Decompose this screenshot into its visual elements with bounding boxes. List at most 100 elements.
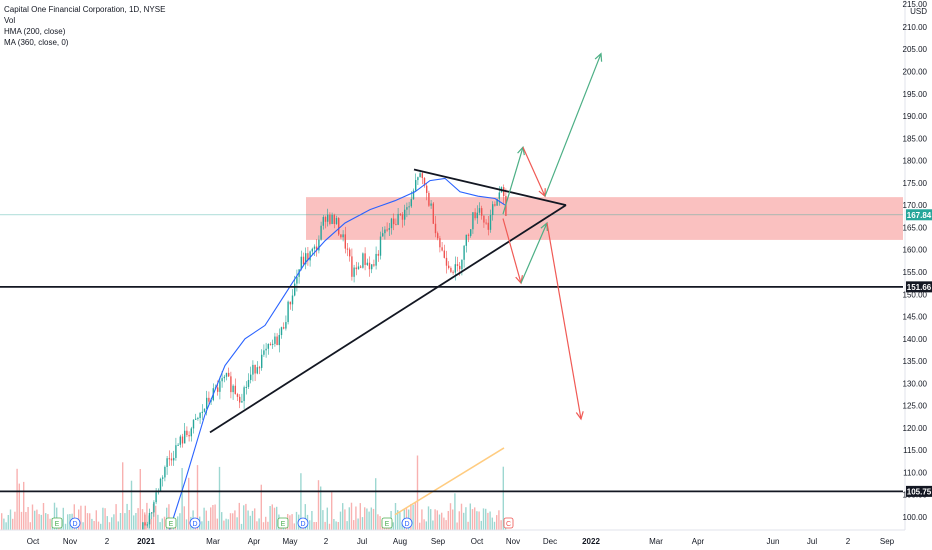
volume-bar	[498, 510, 500, 530]
volume-bar	[491, 517, 493, 530]
event-marker-label: D	[192, 521, 197, 528]
candle-body	[410, 199, 412, 207]
volume-bar	[34, 510, 36, 530]
candle-body	[311, 248, 313, 252]
dividend-marker-badge	[189, 517, 201, 529]
volume-bar	[229, 513, 232, 530]
candle-body	[217, 387, 219, 392]
candle-body	[487, 222, 489, 230]
dividend-marker-badge	[69, 517, 81, 529]
volume-bar	[416, 455, 419, 530]
time-tick-label: 2022	[582, 537, 600, 546]
volume-bar	[196, 465, 199, 530]
volume-bar	[245, 503, 247, 530]
volume-bar	[152, 504, 155, 530]
candle-body	[144, 522, 146, 526]
candle-body	[432, 203, 434, 224]
time-tick-label: Nov	[506, 537, 520, 546]
volume-bar	[324, 521, 326, 530]
volume-bar	[240, 523, 243, 530]
candle-body	[461, 259, 463, 270]
candle-body	[474, 212, 476, 219]
volume-bar	[414, 502, 416, 530]
candle-body	[148, 512, 151, 525]
volume-bar	[260, 484, 262, 530]
volume-bar	[20, 511, 23, 530]
volume-bar	[476, 511, 478, 530]
candle-body	[452, 271, 454, 273]
lower-price-tag-text: 105.75	[907, 487, 932, 496]
candle-body	[274, 336, 276, 344]
candle-body	[503, 187, 505, 197]
hma-line	[167, 177, 506, 535]
candle-body	[353, 267, 355, 277]
volume-bar	[331, 492, 333, 530]
dividend-marker-badge	[297, 517, 309, 529]
candle-body	[399, 213, 401, 215]
volume-bar	[359, 503, 361, 530]
volume-bar	[467, 521, 469, 530]
candle-body	[203, 408, 206, 412]
arrow-down-3-head	[575, 411, 584, 421]
candle-body	[247, 379, 250, 387]
volume-bar	[256, 521, 258, 530]
candle-body	[151, 512, 153, 514]
candle-body	[496, 198, 498, 206]
candle-body	[492, 204, 494, 216]
volume-bar	[155, 505, 157, 530]
candle-body	[199, 412, 201, 418]
arrow-up-2	[544, 53, 602, 197]
candle-body	[252, 364, 254, 375]
candle-body	[439, 238, 441, 248]
time-tick-label: 2	[105, 537, 110, 546]
candle-body	[404, 209, 406, 220]
volume-bar	[337, 522, 339, 530]
hma-indicator-label[interactable]: HMA (200, close)	[4, 27, 66, 36]
candle-body	[223, 376, 225, 379]
volume-bar	[366, 508, 368, 530]
arrow-up-1	[502, 147, 524, 215]
volume-bar	[40, 514, 42, 530]
ma-indicator-label[interactable]: MA (360, close, 0)	[4, 38, 69, 47]
price-tick-label: 185.00	[903, 134, 928, 143]
support-price-tag-text: 151.66	[907, 283, 932, 292]
candle-body	[173, 457, 175, 461]
arrow-down-2	[502, 218, 522, 284]
volume-bar	[267, 521, 269, 530]
price-tick-label: 140.00	[903, 335, 928, 344]
volume-bar	[221, 512, 223, 530]
volume-bar	[421, 509, 423, 530]
candle-body	[186, 430, 188, 436]
symbol-title[interactable]: Capital One Financial Corporation, 1D, N…	[4, 5, 166, 14]
candle-body	[351, 256, 353, 277]
volume-bar	[53, 502, 56, 530]
ascending-trendline	[209, 204, 567, 434]
candle-body	[313, 246, 316, 249]
volume-bar	[117, 521, 119, 530]
price-tick-label: 115.00	[903, 446, 927, 455]
event-marker-label: D	[72, 521, 77, 528]
candle-body	[375, 253, 377, 266]
volume-indicator-label[interactable]: Vol	[4, 16, 16, 25]
candle-body	[408, 206, 410, 208]
price-tick-label: 110.00	[903, 468, 927, 477]
volume-bar	[82, 522, 84, 530]
volume-bar	[89, 513, 91, 530]
volume-bar	[447, 511, 449, 530]
candle-body	[366, 262, 368, 265]
volume-bar	[119, 513, 122, 530]
earnings-marker: E	[277, 517, 289, 529]
volume-bar	[207, 520, 210, 530]
volume-bar	[161, 518, 163, 530]
candle-body	[481, 208, 483, 216]
candle-body	[450, 267, 452, 272]
volume-bar	[218, 466, 221, 530]
volume-bar	[377, 514, 379, 530]
candle-body	[256, 367, 258, 374]
price-tick-label: 130.00	[903, 379, 928, 388]
volume-bar	[93, 521, 95, 530]
candle-body	[206, 397, 208, 409]
volume-bar	[463, 512, 465, 530]
time-tick-label: Sep	[431, 537, 446, 546]
